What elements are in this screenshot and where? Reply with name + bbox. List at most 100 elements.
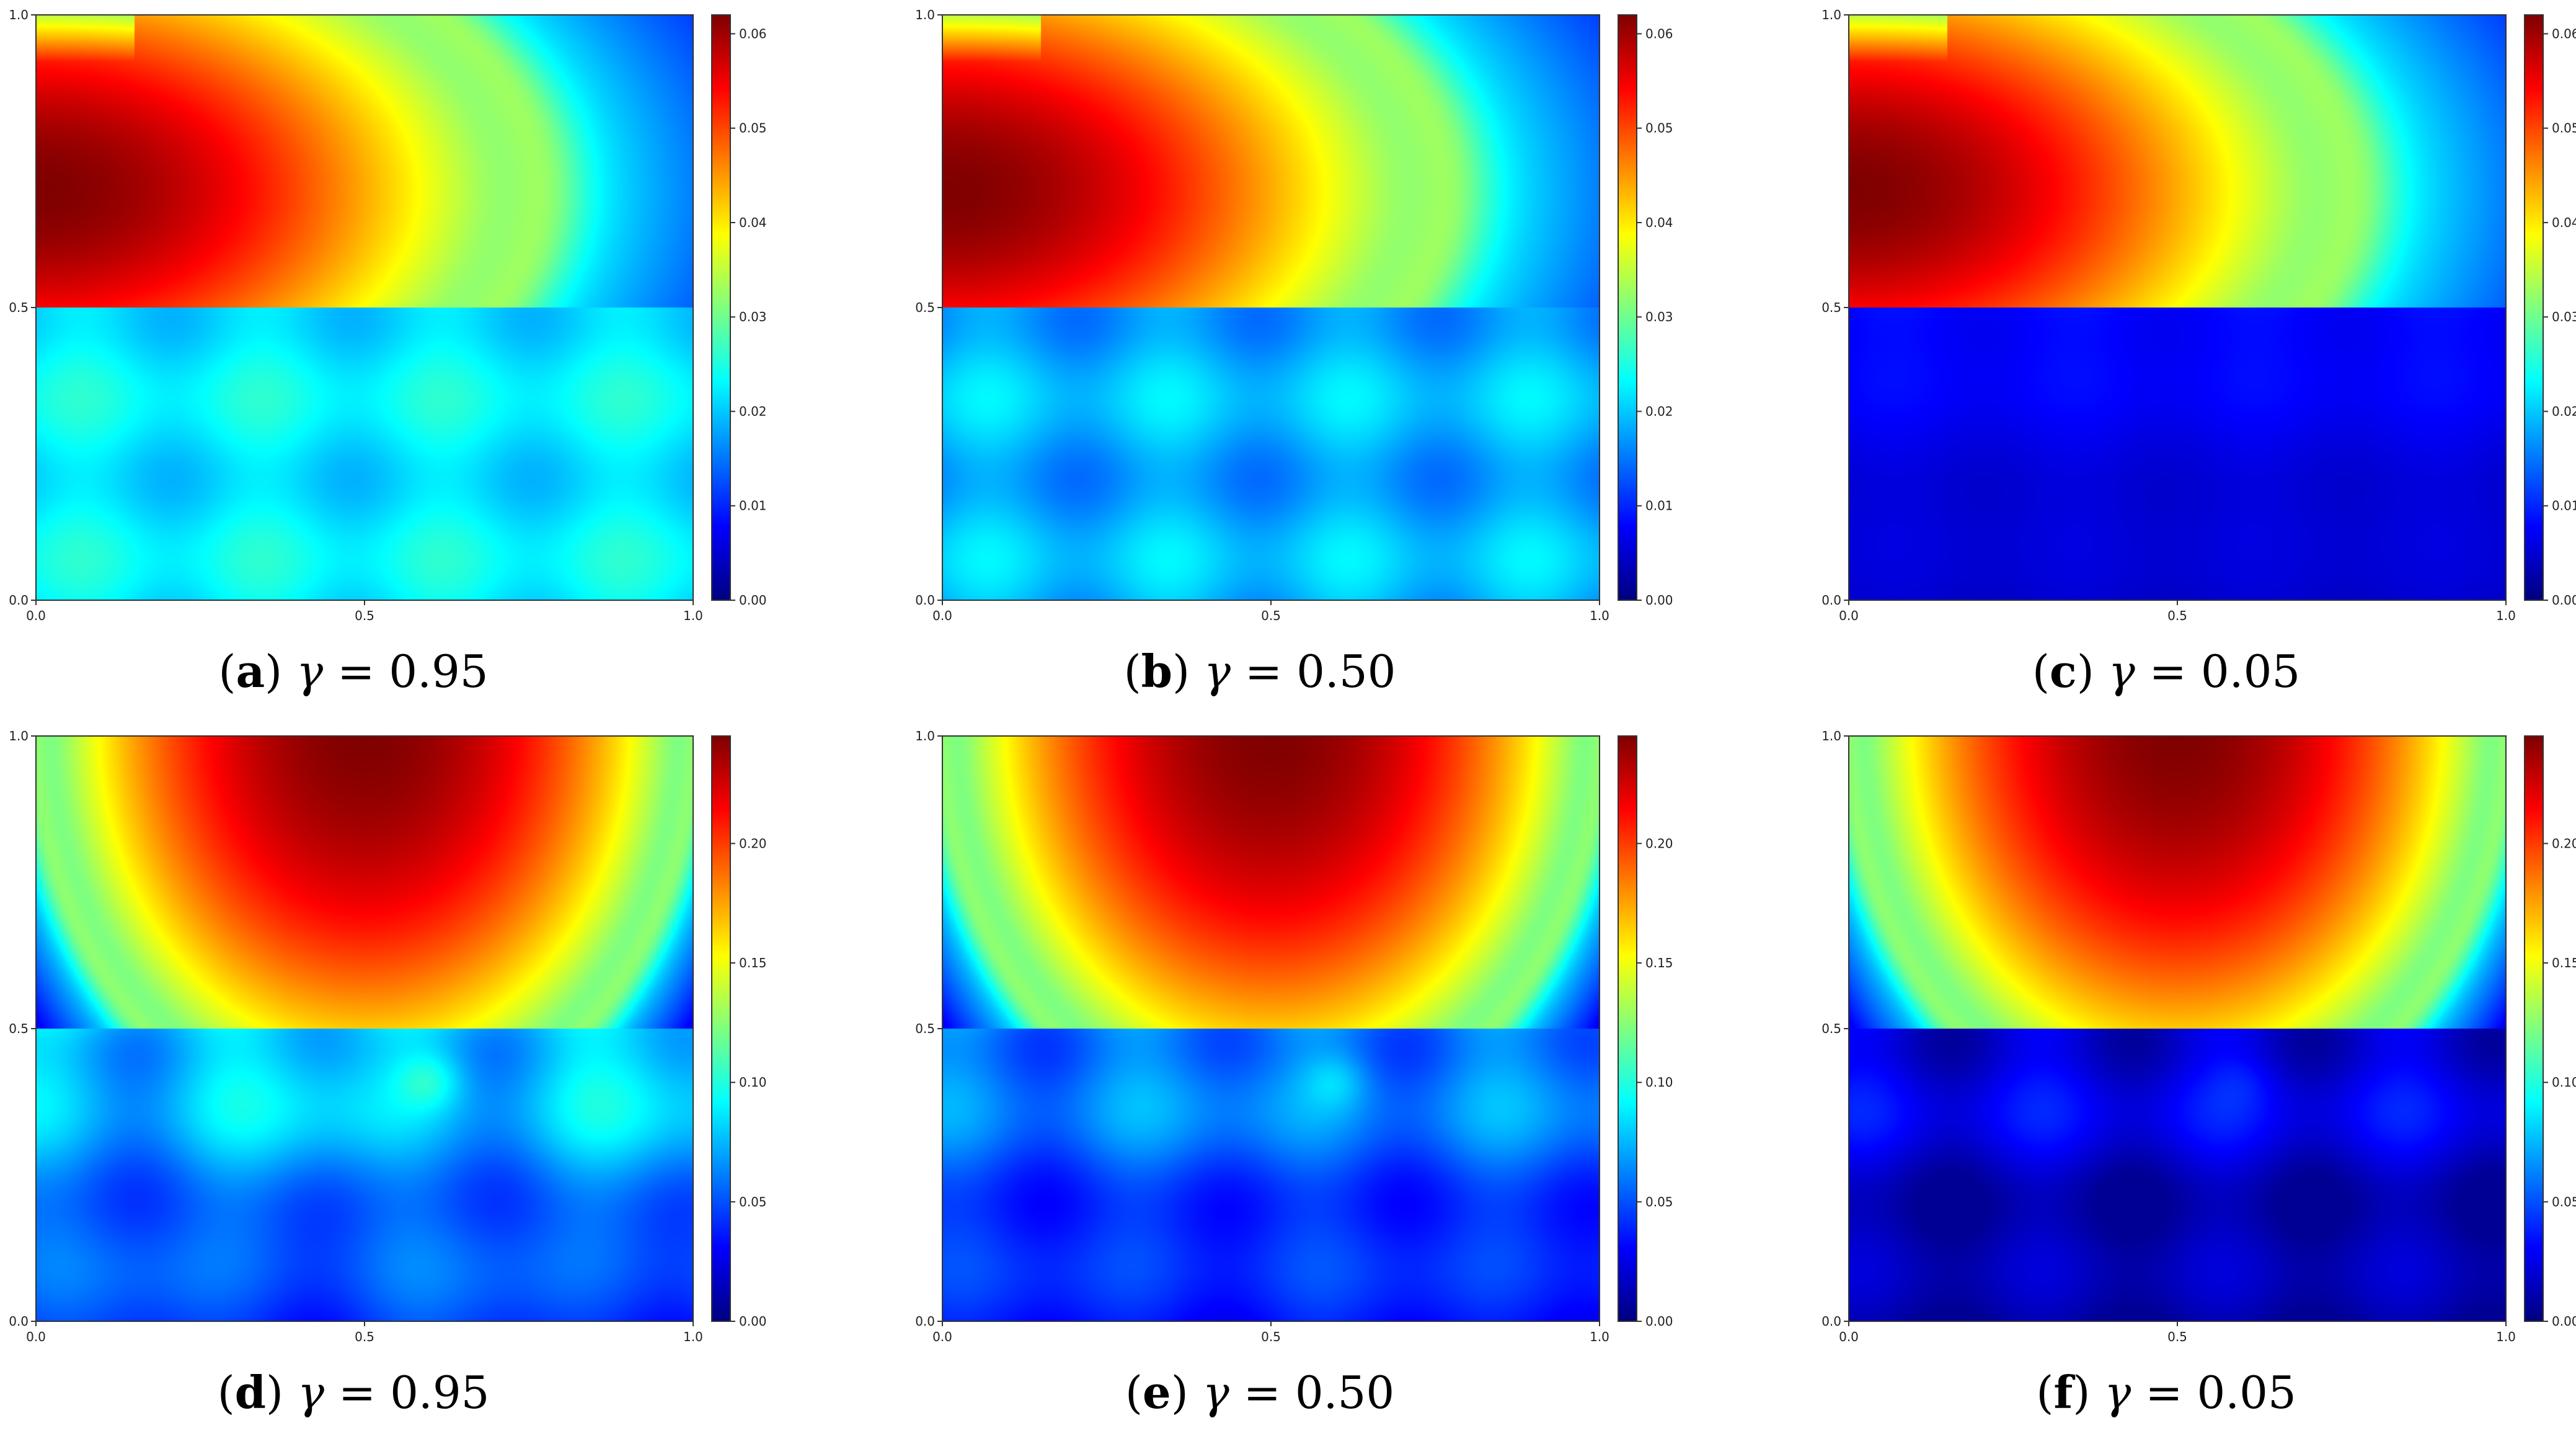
x-tick-label: 0.0 — [1839, 608, 1859, 623]
colorbar-tick-label: 0.03 — [739, 309, 767, 324]
colorbar-tick-label: 0.02 — [739, 404, 767, 419]
y-tick-label: 1.0 — [9, 729, 29, 743]
equals-sign: = — [2145, 1367, 2183, 1419]
axes-d: 0.0 0.5 1.0 0.0 0.5 1.0 0.00 0.05 0.10 0.15 0.20 — [9, 729, 767, 1344]
x-tick-label: 1.0 — [683, 1329, 703, 1344]
gamma-value: 0.05 — [2197, 1367, 2296, 1419]
x-tick-label: 0.5 — [2167, 1329, 2187, 1344]
colorbar-tick-label: 0.06 — [739, 26, 767, 41]
colorbar-tick-label: 0.15 — [739, 955, 767, 970]
axes-a: 0.0 0.5 1.0 0.0 0.5 1.0 0.00 0.01 0.02 0.03 0.04 0.… — [9, 7, 767, 623]
colorbar-tick-label: 0.00 — [1645, 1314, 1673, 1329]
colorbar-tick-label: 0.02 — [1645, 404, 1673, 419]
caption-b: (b) γ = 0.50 — [1123, 645, 1396, 698]
equals-sign: = — [1243, 1367, 1281, 1419]
caption-letter: e — [1142, 1366, 1171, 1419]
x-tick-label: 0.0 — [932, 1329, 952, 1344]
caption-c: (c) γ = 0.05 — [2032, 645, 2301, 698]
colorbar-tick-label: 0.00 — [1645, 593, 1673, 608]
gamma-symbol: γ — [2108, 645, 2135, 698]
caption-e: (e) γ = 0.50 — [1125, 1366, 1395, 1419]
plot-frame — [1848, 735, 2507, 1322]
plot-frame — [35, 735, 694, 1322]
caption-f: (f) γ = 0.05 — [2036, 1366, 2296, 1419]
colorbar-e — [1618, 736, 1637, 1321]
y-tick-label: 0.5 — [1821, 300, 1841, 315]
colorbar-tick-label: 0.05 — [2552, 121, 2576, 136]
gamma-symbol: γ — [296, 645, 324, 698]
colorbar-tick-label: 0.03 — [1645, 309, 1673, 324]
colorbar-tick-label: 0.01 — [1645, 499, 1673, 513]
colorbar-tick-label: 0.04 — [2552, 215, 2576, 230]
colorbar-tick-label: 0.05 — [739, 1194, 767, 1209]
equals-sign: = — [2149, 645, 2187, 698]
colorbar-frame — [2524, 735, 2544, 1322]
colorbar-frame — [1618, 735, 1637, 1322]
colorbar-tick-label: 0.15 — [1645, 955, 1673, 970]
y-tick-label: 0.0 — [1821, 593, 1841, 608]
colorbar-c — [2525, 15, 2543, 600]
plot-frame — [942, 14, 1600, 601]
axes-b: 0.0 0.5 1.0 0.0 0.5 1.0 0.00 0.01 0.02 0.03 0.04 0.… — [915, 7, 1673, 623]
caption-a: (a) γ = 0.95 — [218, 645, 489, 698]
plot-frame — [942, 735, 1600, 1322]
colorbar-tick-label: 0.05 — [1645, 1194, 1673, 1209]
gamma-value: 0.50 — [1296, 645, 1396, 698]
y-tick-label: 0.0 — [9, 1314, 29, 1329]
axes-f: 0.0 0.5 1.0 0.0 0.5 1.0 0.00 0.05 0.10 0.15 0.20 — [1821, 729, 2576, 1344]
panel-e: 0.0 0.5 1.0 0.0 0.5 1.0 0.00 0.05 0.10 0.15 0.20 (… — [906, 721, 1765, 1434]
colorbar-tick-label: 0.10 — [1645, 1075, 1673, 1090]
y-tick-label: 0.5 — [1821, 1021, 1841, 1036]
colorbar-tick-label: 0.04 — [739, 215, 767, 230]
y-tick-label: 0.5 — [9, 300, 29, 315]
y-tick-label: 1.0 — [1821, 729, 1841, 743]
x-tick-label: 1.0 — [1590, 608, 1609, 623]
gamma-value: 0.50 — [1295, 1367, 1395, 1419]
colorbar-tick-label: 0.06 — [1645, 26, 1673, 41]
x-tick-label: 0.0 — [26, 1329, 46, 1344]
colorbar-tick-label: 0.00 — [739, 1314, 767, 1329]
panel-d: 0.0 0.5 1.0 0.0 0.5 1.0 0.00 0.05 0.10 0.15 0.20 (… — [0, 721, 859, 1434]
colorbar-frame — [711, 735, 731, 1322]
y-tick-label: 0.0 — [915, 1314, 935, 1329]
panel-f: 0.0 0.5 1.0 0.0 0.5 1.0 0.00 0.05 0.10 0.15 0.20 (… — [1813, 721, 2576, 1434]
colorbar-tick-label: 0.04 — [1645, 215, 1673, 230]
heatmap-e — [942, 736, 1600, 1321]
x-tick-label: 0.5 — [1261, 608, 1281, 623]
heatmap-c — [1849, 15, 2506, 600]
colorbar-tick-label: 0.00 — [2552, 593, 2576, 608]
panel-c: 0.0 0.5 1.0 0.0 0.5 1.0 0.00 0.01 0.02 0.03 0.04 0.… — [1813, 0, 2576, 713]
x-tick-label: 0.5 — [1261, 1329, 1281, 1344]
y-tick-label: 1.0 — [915, 7, 935, 22]
gamma-value: 0.95 — [389, 645, 489, 698]
x-tick-label: 0.5 — [2167, 608, 2187, 623]
x-tick-label: 0.0 — [26, 608, 46, 623]
colorbar-frame — [1618, 14, 1637, 601]
gamma-value: 0.05 — [2200, 645, 2301, 698]
heatmap-d — [36, 736, 693, 1321]
equals-sign: = — [337, 645, 375, 698]
axes-c: 0.0 0.5 1.0 0.0 0.5 1.0 0.00 0.01 0.02 0.03 0.04 0.… — [1821, 7, 2576, 623]
gamma-symbol: γ — [1203, 645, 1231, 698]
y-tick-label: 0.0 — [1821, 1314, 1841, 1329]
equals-sign: = — [338, 1367, 376, 1419]
colorbar-tick-label: 0.02 — [2552, 404, 2576, 419]
caption-letter: f — [2053, 1366, 2073, 1419]
colorbar-tick-label: 0.10 — [2552, 1075, 2576, 1090]
colorbar-tick-label: 0.01 — [739, 499, 767, 513]
panel-a: 0.0 0.5 1.0 0.0 0.5 1.0 0.00 0.01 0.02 0.03 0.04 0.… — [0, 0, 859, 713]
x-tick-label: 1.0 — [1590, 1329, 1609, 1344]
heatmap-a — [36, 15, 693, 600]
x-tick-label: 1.0 — [683, 608, 703, 623]
colorbar-tick-label: 0.03 — [2552, 309, 2576, 324]
y-tick-label: 1.0 — [9, 7, 29, 22]
gamma-symbol: γ — [2104, 1367, 2131, 1419]
colorbar-tick-label: 0.00 — [2552, 1314, 2576, 1329]
colorbar-tick-label: 0.05 — [739, 121, 767, 136]
x-tick-label: 0.0 — [932, 608, 952, 623]
y-tick-label: 1.0 — [1821, 7, 1841, 22]
panel-b: 0.0 0.5 1.0 0.0 0.5 1.0 0.00 0.01 0.02 0.03 0.04 0.… — [906, 0, 1765, 713]
colorbar-tick-label: 0.20 — [1645, 836, 1673, 851]
caption-d: (d) γ = 0.95 — [217, 1366, 490, 1419]
y-tick-label: 1.0 — [915, 729, 935, 743]
